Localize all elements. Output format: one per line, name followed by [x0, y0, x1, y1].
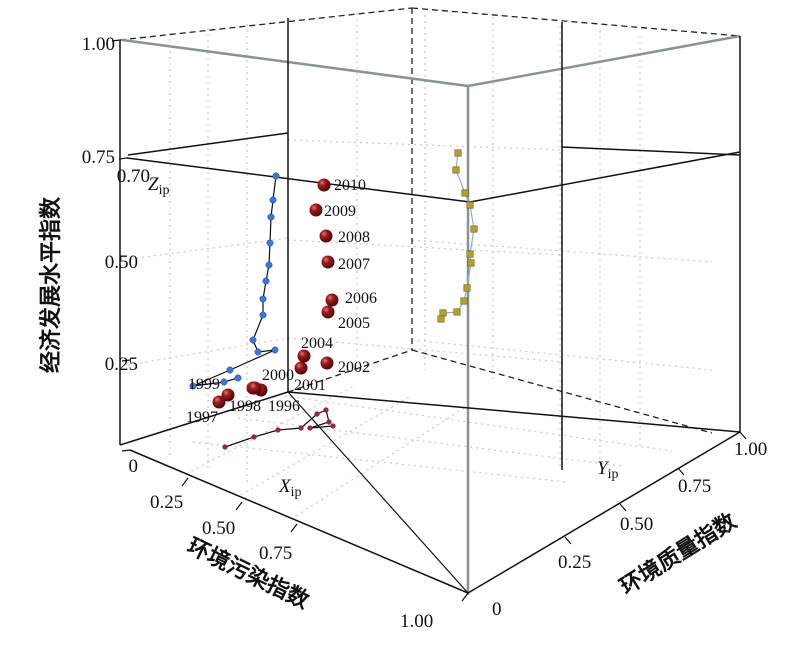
data-point-2006	[325, 293, 339, 307]
data-point-2002	[320, 356, 334, 370]
xy-projection-marker	[326, 419, 332, 425]
year-label-2006: 2006	[345, 290, 377, 307]
yz-projection-marker	[466, 201, 474, 209]
xy-projection-marker	[330, 423, 336, 429]
year-label-2000: 2000	[262, 367, 294, 384]
z-tick-label: 0.75	[82, 147, 115, 168]
data-point-2000	[248, 381, 262, 395]
xz-projection-marker	[189, 382, 197, 390]
year-label-2010: 2010	[334, 177, 366, 194]
yz-projection-marker	[470, 225, 478, 233]
x-tick-label: 0.75	[259, 543, 292, 564]
data-point-2001	[294, 361, 308, 375]
yz-projection-marker	[439, 309, 447, 317]
year-label-1997: 1997	[186, 409, 218, 426]
xz-projection-marker	[271, 346, 279, 354]
yz-projection-marker	[437, 315, 445, 323]
xz-projection-marker	[226, 366, 234, 374]
year-label-2001: 2001	[294, 377, 326, 394]
z-tick-label: 0.25	[105, 354, 138, 375]
xz-projection-marker	[249, 336, 257, 344]
data-point-1998	[221, 388, 235, 402]
xy-projection-marker	[251, 434, 257, 440]
xz-projection-marker	[262, 277, 270, 285]
data-point-1997	[212, 395, 226, 409]
xz-projection-marker	[272, 172, 280, 180]
data-point-2007	[321, 255, 335, 269]
z-axis-symbol: Zip	[148, 174, 169, 198]
year-label-2005: 2005	[338, 315, 370, 332]
yz-projection-marker	[467, 259, 475, 267]
xz-projection-marker	[234, 374, 242, 382]
xy-projection-marker	[222, 444, 228, 450]
z-tick-label: 0.50	[105, 252, 138, 273]
z-tick-label: 1.00	[82, 34, 115, 55]
yz-projection-marker	[452, 166, 460, 174]
xy-projection-marker	[307, 425, 313, 431]
tick-marks	[111, 39, 747, 602]
box-edges	[119, 18, 741, 595]
x-tick-label: 0.50	[202, 518, 235, 539]
xz-projection-marker	[259, 311, 267, 319]
data-point-2005	[321, 305, 335, 319]
y-axis-symbol: Yip	[597, 458, 618, 482]
year-label-1999: 1999	[188, 376, 220, 393]
xz-projection-marker	[220, 378, 228, 386]
year-label-2007: 2007	[338, 256, 370, 273]
y-tick-label: 0.25	[558, 552, 591, 573]
year-label-2008: 2008	[338, 229, 370, 246]
z-axis-title: 经济发展水平指数	[38, 196, 64, 373]
year-label-2002: 2002	[338, 359, 370, 376]
y-tick-label: 0.50	[620, 514, 653, 535]
xz-projection-marker	[259, 295, 267, 303]
xy-projection-marker	[323, 407, 329, 413]
y-tick-label: 1.00	[734, 439, 767, 460]
year-label-2004: 2004	[301, 335, 333, 352]
data-point-2010	[317, 178, 331, 192]
x-tick-label: 0.25	[150, 492, 183, 513]
year-label-1998: 1998	[229, 398, 261, 415]
yz-projection-marker	[461, 189, 469, 197]
z-tick-label: 0	[129, 456, 139, 477]
xz-projection-marker	[269, 196, 277, 204]
xz-projection-marker	[254, 348, 262, 356]
z-tick-label: 0.70	[117, 166, 150, 187]
x-axis-title: 环境污染指数	[183, 533, 314, 615]
yz-projection-marker	[453, 308, 461, 316]
year-label-2009: 2009	[324, 203, 356, 220]
yz-projection-marker	[466, 250, 474, 258]
yz-projection-marker	[460, 297, 468, 305]
data-point-2008	[319, 229, 333, 243]
y-tick-label: 0.75	[678, 476, 711, 497]
x-axis-symbol: Xip	[278, 476, 302, 500]
xz-projection-marker	[266, 239, 274, 247]
yz-projection-marker	[463, 284, 471, 292]
xy-projection-marker	[314, 411, 320, 417]
y-tick-label: 0	[492, 599, 502, 620]
hidden-edges	[119, 7, 741, 434]
data-point-2004	[297, 349, 311, 363]
yz-projection-marker	[454, 149, 462, 157]
year-label-1996: 1996	[268, 398, 300, 415]
xz-projection-marker	[267, 213, 275, 221]
data-point-2009	[309, 203, 323, 217]
xy-projection-marker	[298, 425, 304, 431]
x-tick-label: 1.00	[400, 611, 433, 632]
xy-projection-marker	[275, 427, 281, 433]
xz-projection-marker	[265, 261, 273, 269]
grid	[127, 13, 713, 517]
